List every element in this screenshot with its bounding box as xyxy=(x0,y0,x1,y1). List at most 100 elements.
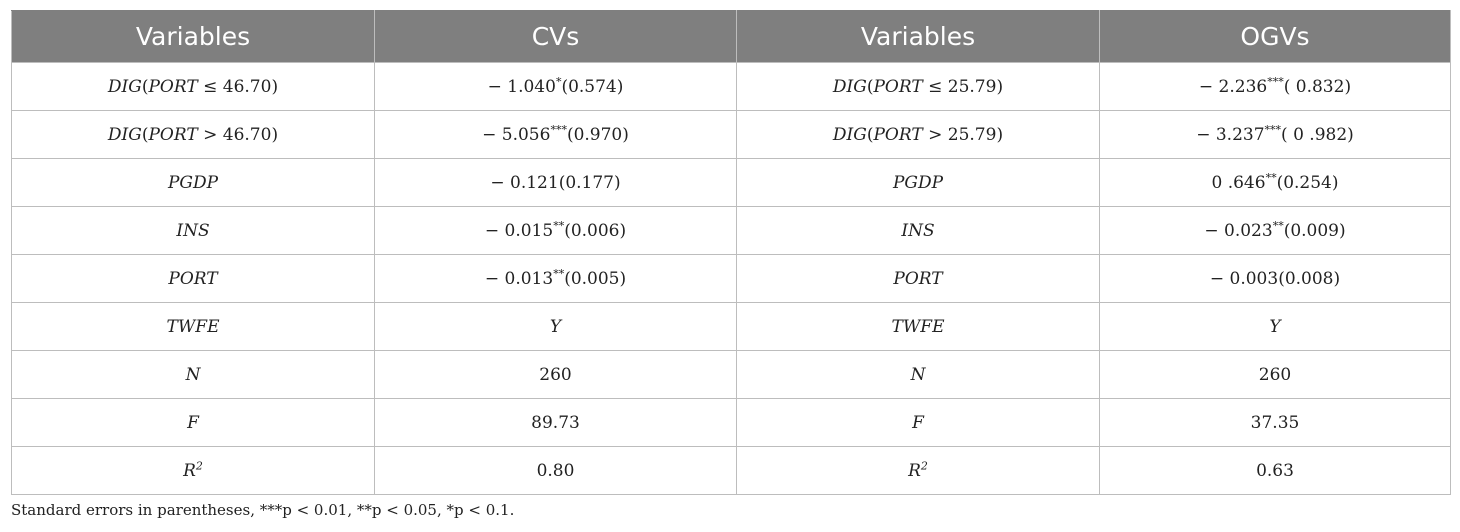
coefficient-value: 37.35 xyxy=(1250,412,1300,433)
coefficient-value: Y xyxy=(1269,316,1281,337)
variable-cell-left: N xyxy=(11,350,375,399)
ogvs-value-cell: − 3.237***( 0 .982) xyxy=(1099,110,1451,159)
table-header-row: Variables CVs Variables OGVs xyxy=(11,10,1451,63)
table-row: TWFE Y TWFE Y xyxy=(11,302,1451,351)
significance-stars: ** xyxy=(553,219,564,232)
threshold-variable: PORT xyxy=(148,76,198,97)
coefficient-value: − 0.015 xyxy=(484,220,554,241)
threshold-condition: ≤ 25.79 xyxy=(922,76,997,97)
table-row: DIG(PORT ≤ 46.70) − 1.040*(0.574) DIG(PORT… xyxy=(11,62,1451,111)
variable-name: F xyxy=(912,412,924,433)
superscript: 2 xyxy=(921,459,928,472)
regression-results-table: Variables CVs Variables OGVs DIG(PORT ≤ … xyxy=(11,10,1451,495)
table-row: N 260 N 260 xyxy=(11,350,1451,399)
table-row: PORT − 0.013**(0.005) PORT − 0.003(0.008) xyxy=(11,254,1451,303)
variable-name: INS xyxy=(901,220,935,241)
variable-name: PGDP xyxy=(892,172,944,193)
table-footnote: Standard errors in parentheses, ***p < 0… xyxy=(11,501,515,519)
cvs-value-cell: 89.73 xyxy=(374,398,737,447)
variable-cell-left: F xyxy=(11,398,375,447)
standard-error: (0.574) xyxy=(561,76,624,97)
header-variables-left: Variables xyxy=(11,10,375,63)
cvs-value-cell: − 0.121(0.177) xyxy=(374,158,737,207)
coefficient-value: 0.80 xyxy=(536,460,575,481)
ogvs-value-cell: 260 xyxy=(1099,350,1451,399)
variable-name: TWFE xyxy=(166,316,220,337)
ogvs-value-cell: 37.35 xyxy=(1099,398,1451,447)
variable-name: N xyxy=(910,364,926,385)
significance-stars: *** xyxy=(1267,75,1284,88)
table-row: PGDP − 0.121(0.177) PGDP 0 .646**(0.254) xyxy=(11,158,1451,207)
ogvs-value-cell: − 2.236***( 0.832) xyxy=(1099,62,1451,111)
variable-cell-right: R2 xyxy=(736,446,1100,495)
header-variables-right: Variables xyxy=(736,10,1100,63)
threshold-open-paren: ( xyxy=(866,124,874,145)
variable-name: TWFE xyxy=(891,316,945,337)
variable-cell-right: F xyxy=(736,398,1100,447)
cvs-value-cell: − 5.056***(0.970) xyxy=(374,110,737,159)
threshold-condition: > 25.79 xyxy=(922,124,997,145)
variable-cell-left: R2 xyxy=(11,446,375,495)
standard-error: (0.009) xyxy=(1283,220,1346,241)
variable-name: R xyxy=(183,460,196,481)
variable-cell-right: PGDP xyxy=(736,158,1100,207)
standard-error: ( 0.832) xyxy=(1283,76,1352,97)
variable-superscript: 2 xyxy=(920,458,928,472)
coefficient-value: 260 xyxy=(1258,364,1292,385)
variable-cell-right: TWFE xyxy=(736,302,1100,351)
threshold-condition: > 46.70 xyxy=(197,124,272,145)
coefficient-value: − 0.003(0.008) xyxy=(1209,268,1341,289)
threshold-close-paren: ) xyxy=(996,124,1004,145)
table-body: DIG(PORT ≤ 46.70) − 1.040*(0.574) DIG(PORT… xyxy=(11,62,1451,495)
standard-error: (0.005) xyxy=(564,268,627,289)
variable-cell-left: TWFE xyxy=(11,302,375,351)
significance-stars-text: ** xyxy=(1272,218,1284,232)
significance-stars: *** xyxy=(550,123,567,136)
significance-stars-text: * xyxy=(555,74,562,88)
variable-name: PGDP xyxy=(167,172,219,193)
coefficient-value: − 5.056 xyxy=(482,124,551,145)
ogvs-value-cell: − 0.023**(0.009) xyxy=(1099,206,1451,255)
standard-error: (0.254) xyxy=(1276,172,1339,193)
coefficient-value: − 0.121(0.177) xyxy=(490,172,621,193)
threshold-variable: PORT xyxy=(148,124,198,145)
significance-stars-text: *** xyxy=(550,122,567,136)
variable-cell-left: PORT xyxy=(11,254,375,303)
significance-stars: ** xyxy=(1273,219,1284,232)
significance-stars: ** xyxy=(553,267,564,280)
cvs-value-cell: 260 xyxy=(374,350,737,399)
threshold-close-paren: ) xyxy=(996,76,1004,97)
variable-name: F xyxy=(187,412,199,433)
table-row: F 89.73 F 37.35 xyxy=(11,398,1451,447)
coefficient-value: Y xyxy=(549,316,562,337)
cvs-value-cell: − 0.013**(0.005) xyxy=(374,254,737,303)
ogvs-value-cell: − 0.003(0.008) xyxy=(1099,254,1451,303)
significance-stars: ** xyxy=(1266,171,1277,184)
significance-stars: * xyxy=(556,75,562,88)
variable-cell-right: INS xyxy=(736,206,1100,255)
coefficient-value: − 2.236 xyxy=(1198,76,1268,97)
threshold-variable: PORT xyxy=(873,76,923,97)
threshold-open-paren: ( xyxy=(141,76,149,97)
threshold-open-paren: ( xyxy=(866,76,874,97)
variable-name: DIG xyxy=(107,76,142,97)
significance-stars-text: *** xyxy=(1267,74,1284,88)
cvs-value-cell: − 1.040*(0.574) xyxy=(374,62,737,111)
variable-cell-left: DIG(PORT ≤ 46.70) xyxy=(11,62,375,111)
variable-cell-right: N xyxy=(736,350,1100,399)
coefficient-value: 260 xyxy=(539,364,572,385)
cvs-value-cell: − 0.015**(0.006) xyxy=(374,206,737,255)
variable-name: PORT xyxy=(168,268,218,289)
standard-error: (0.006) xyxy=(564,220,627,241)
ogvs-value-cell: Y xyxy=(1099,302,1451,351)
coefficient-value: − 3.237 xyxy=(1196,124,1265,145)
coefficient-value: − 0.013 xyxy=(484,268,554,289)
ogvs-value-cell: 0.63 xyxy=(1099,446,1451,495)
ogvs-value-cell: 0 .646**(0.254) xyxy=(1099,158,1451,207)
threshold-condition: ≤ 46.70 xyxy=(197,76,272,97)
cvs-value-cell: Y xyxy=(374,302,737,351)
threshold-close-paren: ) xyxy=(271,76,279,97)
variable-cell-left: INS xyxy=(11,206,375,255)
threshold-close-paren: ) xyxy=(271,124,279,145)
variable-cell-left: DIG(PORT > 46.70) xyxy=(11,110,375,159)
